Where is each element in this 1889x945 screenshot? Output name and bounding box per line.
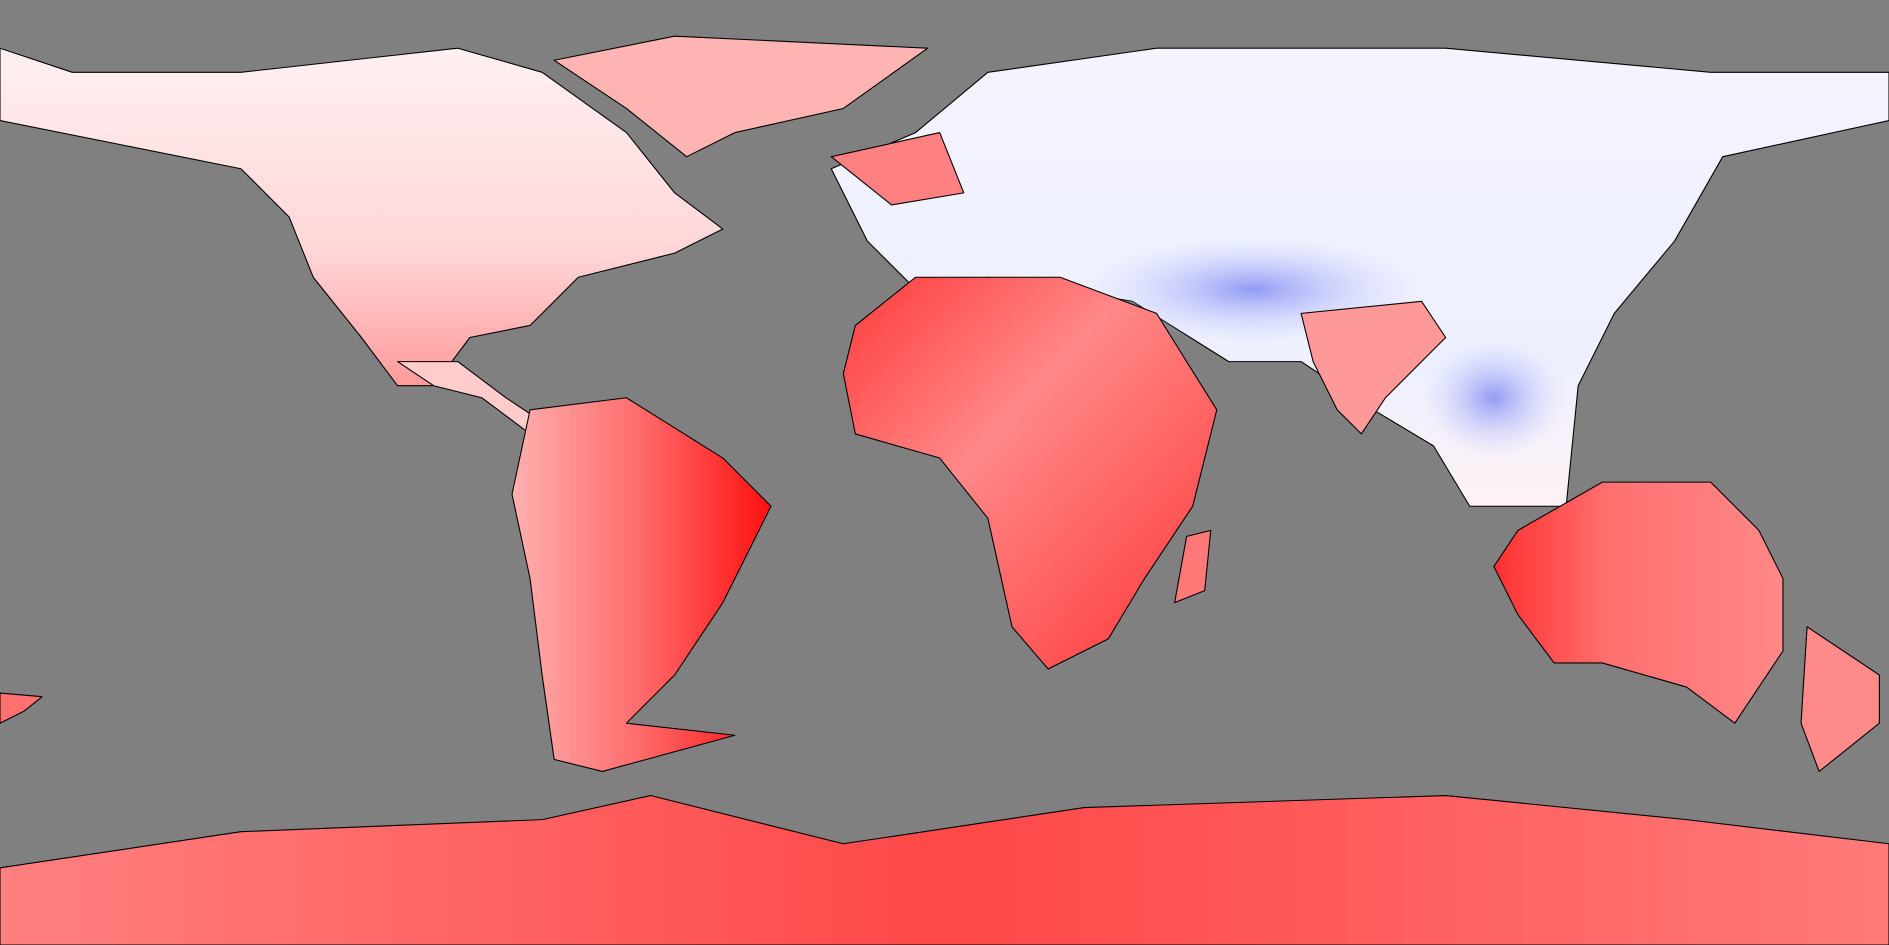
cold-anomaly	[1421, 337, 1567, 459]
island	[0, 692, 43, 724]
new-zealand	[1800, 626, 1880, 772]
australia	[1493, 481, 1784, 724]
madagascar	[1174, 529, 1212, 604]
south-america	[511, 397, 772, 772]
greenland	[553, 35, 929, 158]
north-america	[0, 47, 724, 387]
india	[1300, 300, 1447, 435]
british-isles	[830, 132, 965, 206]
africa	[842, 276, 1218, 670]
antarctica	[0, 794, 1889, 945]
